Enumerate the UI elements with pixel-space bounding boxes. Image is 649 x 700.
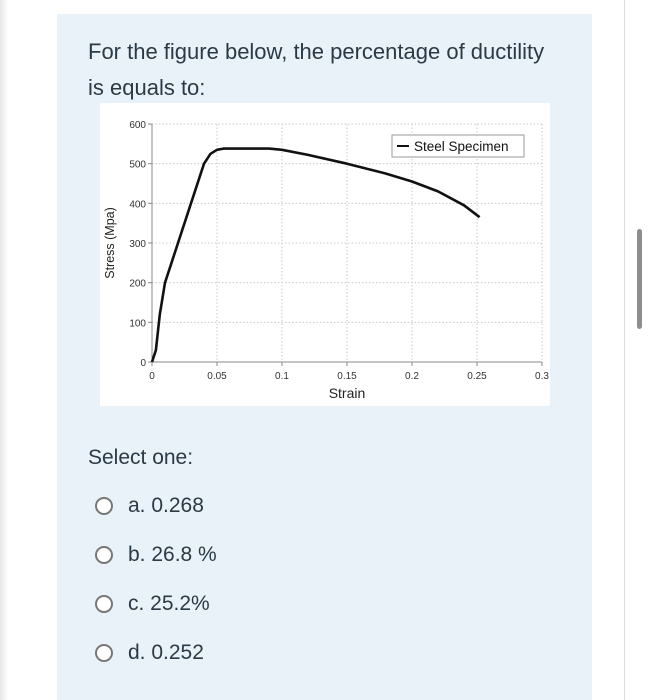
chart-grid <box>152 123 543 362</box>
select-one-label: Select one: <box>88 446 194 469</box>
x-tick-label: 0.25 <box>467 371 487 382</box>
page-border <box>624 0 625 700</box>
legend-label: Steel Specimen <box>414 139 509 154</box>
x-axis-label: Strain <box>329 385 366 401</box>
option-c[interactable]: c. 25.2% <box>95 579 217 628</box>
option-label: d. 0.252 <box>128 640 204 664</box>
radio-icon[interactable] <box>95 496 113 515</box>
radio-icon[interactable] <box>95 594 113 613</box>
stress-strain-figure: 0 100 200 300 400 500 600 0 0.05 0.1 0.15 0.2 0.25 0.… <box>100 103 550 406</box>
x-tick-label: 0.1 <box>275 371 289 382</box>
y-tick-label: 500 <box>129 160 146 171</box>
option-a[interactable]: a. 0.268 <box>95 481 217 530</box>
option-label: c. 25.2% <box>128 591 210 615</box>
chart-ticks: 0 100 200 300 400 500 600 0 0.05 0.1 0.15 0.2 0.25 0.… <box>129 120 549 382</box>
question-card: For the figure below, the percentage of … <box>57 14 592 700</box>
x-tick-label: 0 <box>149 371 155 382</box>
option-label: b. 26.8 % <box>128 542 217 566</box>
scrollbar-thumb[interactable] <box>637 229 642 329</box>
x-tick-label: 0.3 <box>535 371 549 382</box>
x-tick-label: 0.2 <box>405 371 419 382</box>
x-tick-label: 0.05 <box>207 371 227 382</box>
chart-axes <box>148 124 542 366</box>
radio-icon[interactable] <box>95 643 113 662</box>
page-edge <box>0 0 8 700</box>
radio-icon[interactable] <box>95 545 113 564</box>
x-tick-label: 0.15 <box>337 371 357 382</box>
legend: Steel Specimen <box>391 134 525 158</box>
y-tick-label: 600 <box>129 120 146 131</box>
y-axis-label: Stress (Mpa) <box>103 207 117 279</box>
y-tick-label: 300 <box>129 239 146 250</box>
question-text: For the figure below, the percentage of … <box>88 39 545 100</box>
stress-strain-chart: 0 100 200 300 400 500 600 0 0.05 0.1 0.15 0.2 0.25 0.… <box>103 120 549 401</box>
legend-box <box>391 134 525 158</box>
y-tick-label: 100 <box>129 318 146 329</box>
option-label: a. 0.268 <box>128 493 204 517</box>
option-b[interactable]: b. 26.8 % <box>95 530 217 579</box>
option-d[interactable]: d. 0.252 <box>95 628 217 677</box>
y-tick-label: 200 <box>129 279 146 290</box>
answer-options: a. 0.268 b. 26.8 % c. 25.2% d. 0.252 <box>95 481 217 677</box>
y-tick-label: 0 <box>140 358 146 369</box>
y-tick-label: 400 <box>129 199 146 210</box>
series-line-steel-specimen <box>150 147 481 363</box>
